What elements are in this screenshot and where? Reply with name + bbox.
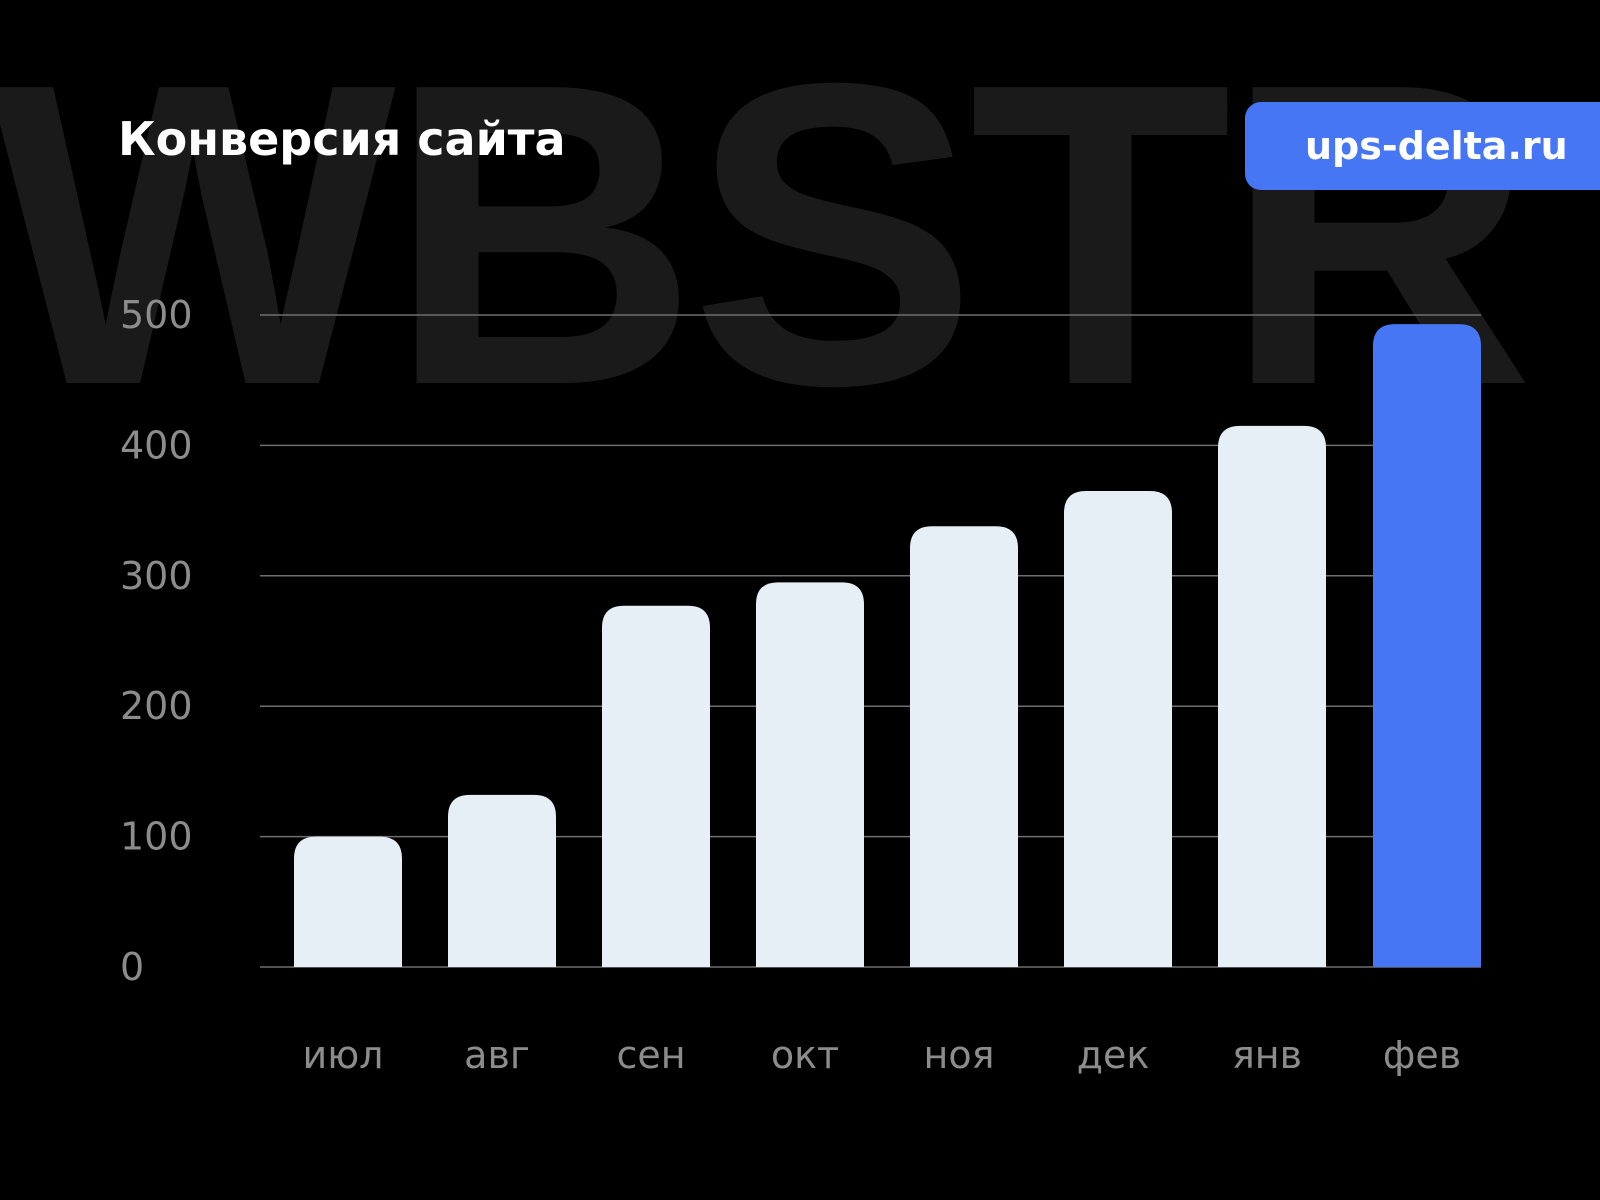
x-tick-label: сен — [616, 1033, 685, 1077]
y-tick-label: 100 — [120, 815, 193, 859]
site-badge-label: ups-delta.ru — [1305, 124, 1568, 168]
x-tick-label: дек — [1077, 1033, 1150, 1077]
y-tick-label: 400 — [120, 423, 193, 467]
x-tick-label: ноя — [924, 1033, 995, 1077]
bar-сен — [602, 605, 710, 967]
bar-фев — [1373, 324, 1481, 967]
y-tick-label: 0 — [120, 945, 144, 989]
x-tick-label: окт — [771, 1033, 839, 1077]
y-tick-label: 200 — [120, 684, 193, 728]
y-tick-label: 300 — [120, 554, 193, 598]
bar-дек — [1064, 491, 1172, 967]
y-tick-label: 500 — [120, 293, 193, 337]
watermark: WBSTR — [0, 0, 1534, 475]
site-badge: ups-delta.ru — [1245, 102, 1600, 190]
x-tick-label: фев — [1383, 1033, 1461, 1077]
bar-янв — [1218, 425, 1326, 968]
x-tick-label: июл — [303, 1033, 384, 1077]
chart-title: Конверсия сайта — [118, 112, 566, 166]
x-tick-label: авг — [464, 1033, 530, 1077]
bar-ноя — [910, 526, 1018, 967]
bar-июл — [294, 836, 402, 967]
bar-окт — [756, 582, 864, 967]
x-tick-label: янв — [1232, 1033, 1302, 1077]
bar-авг — [448, 794, 556, 967]
